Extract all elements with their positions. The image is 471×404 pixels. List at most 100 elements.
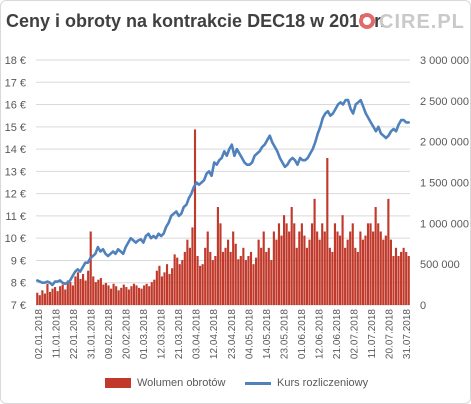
x-tick-label: 11.01.2018 — [52, 309, 63, 359]
x-tick-label: 20.07.2018 — [385, 309, 396, 359]
y-axis-right: 0 500 000 1 000 000 1 500 000 2 000 000 2 500… — [420, 55, 469, 312]
volume-bar — [112, 283, 115, 305]
volume-bar — [280, 235, 283, 305]
volume-bar — [211, 260, 214, 305]
volume-bar — [183, 251, 186, 305]
x-tick-label: 21.03.2018 — [174, 309, 185, 359]
price-line — [35, 98, 411, 287]
volume-bar — [127, 289, 130, 305]
volume-bar — [369, 223, 372, 305]
volume-bar — [377, 223, 380, 305]
x-tick-label: 01.03.2018 — [139, 309, 150, 359]
volume-bar — [43, 293, 46, 305]
volume-bar — [56, 291, 59, 305]
volume-bar — [209, 251, 212, 305]
volume-bar — [54, 287, 57, 305]
x-tick-label: 31.07.2018 — [402, 309, 413, 359]
y-right-tick-label: 1 500 000 — [420, 178, 469, 190]
volume-bar — [366, 223, 370, 305]
volume-bar — [247, 256, 250, 305]
volume-bar — [176, 257, 179, 305]
volume-bar — [168, 273, 171, 305]
volume-bar — [219, 223, 222, 305]
volume-bar — [143, 285, 146, 305]
volume-bar — [234, 243, 237, 305]
volume-bar — [214, 256, 217, 305]
x-tick-label: 23.05.2018 — [279, 309, 290, 359]
volume-bar — [38, 295, 41, 305]
volume-bar — [305, 247, 309, 305]
volume-bar — [260, 247, 263, 305]
volume-bar — [341, 215, 344, 305]
volume-bar — [150, 282, 153, 305]
volume-bar — [61, 284, 64, 305]
volume-bar — [206, 231, 209, 305]
y-left-tick-label: 8 € — [11, 278, 26, 290]
volume-bar — [389, 239, 392, 305]
volume-bar — [64, 289, 67, 305]
volume-bar — [255, 257, 258, 305]
volume-bar — [351, 223, 354, 305]
volume-bar — [282, 215, 286, 305]
volume-bar — [397, 256, 400, 305]
y-left-tick-label: 11 € — [5, 211, 26, 223]
volume-bar — [81, 273, 85, 305]
volume-bar — [199, 265, 202, 305]
volume-bar — [265, 251, 268, 305]
y-left-tick-label: 18 € — [5, 55, 26, 67]
volume-bar — [326, 158, 329, 305]
volume-bar — [407, 256, 410, 305]
logo-mark-icon — [359, 13, 375, 29]
volume-bar — [400, 251, 403, 305]
volume-bar — [303, 235, 306, 305]
cire-logo: CIRE.PL — [357, 10, 467, 36]
volume-bar — [109, 288, 113, 305]
volume-bar — [387, 198, 390, 305]
x-tick-label: 02.07.2018 — [349, 309, 360, 359]
volume-bar — [229, 251, 232, 305]
volume-bar — [316, 231, 319, 305]
volume-bar — [204, 247, 207, 305]
legend-swatch-price — [245, 382, 271, 385]
x-tick-label: 02.01.2018 — [34, 309, 45, 359]
y-left-tick-label: 7 € — [11, 300, 26, 312]
volume-bar — [92, 276, 95, 305]
volume-bar — [382, 239, 385, 305]
volume-bar — [285, 223, 288, 305]
volume-bar — [242, 247, 245, 305]
volume-bar — [158, 265, 161, 305]
y-right-tick-label: 0 — [420, 300, 426, 312]
volume-bar — [107, 285, 110, 305]
volume-bar — [237, 259, 240, 305]
y-right-tick-label: 2 000 000 — [420, 137, 469, 149]
volume-bar — [270, 260, 273, 305]
volume-bar — [163, 272, 166, 305]
x-tick-label: 31.01.2018 — [87, 309, 98, 359]
y-right-tick-label: 500 000 — [420, 259, 460, 271]
x-tick-label: 21.06.2018 — [332, 309, 343, 359]
volume-bar — [140, 288, 143, 305]
volume-bar — [224, 247, 227, 305]
volume-bar — [244, 260, 247, 305]
volume-bar — [364, 235, 367, 305]
x-tick-label: 20.02.2018 — [122, 309, 133, 359]
volume-bar — [46, 283, 49, 305]
volume-bar — [402, 247, 405, 305]
volume-bar — [79, 278, 82, 305]
volume-bar — [36, 292, 39, 305]
y-right-tick-label: 3 000 000 — [420, 55, 469, 67]
volume-bar — [356, 251, 359, 305]
volume-bar — [87, 270, 90, 305]
volume-bar — [41, 290, 44, 305]
volume-bar — [173, 254, 176, 305]
volume-bar — [379, 231, 382, 305]
volume-bar — [290, 207, 293, 305]
chart-title: Ceny i obroty na kontrakcie DEC18 w 2018… — [6, 11, 386, 31]
x-tick-label: 12.04.2018 — [209, 309, 220, 359]
volume-bar — [249, 251, 253, 305]
y-left-tick-label: 14 € — [5, 144, 26, 156]
y-left-tick-label: 10 € — [5, 233, 26, 245]
x-tick-label: 09.02.2018 — [104, 309, 115, 359]
volume-bar — [71, 285, 74, 305]
